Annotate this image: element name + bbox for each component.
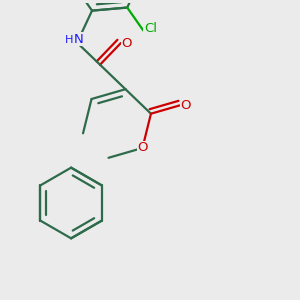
Text: O: O [180,99,191,112]
Text: O: O [122,37,132,50]
Text: H: H [64,35,73,45]
Text: Cl: Cl [144,22,157,35]
Text: O: O [137,142,148,154]
Text: N: N [74,33,83,46]
